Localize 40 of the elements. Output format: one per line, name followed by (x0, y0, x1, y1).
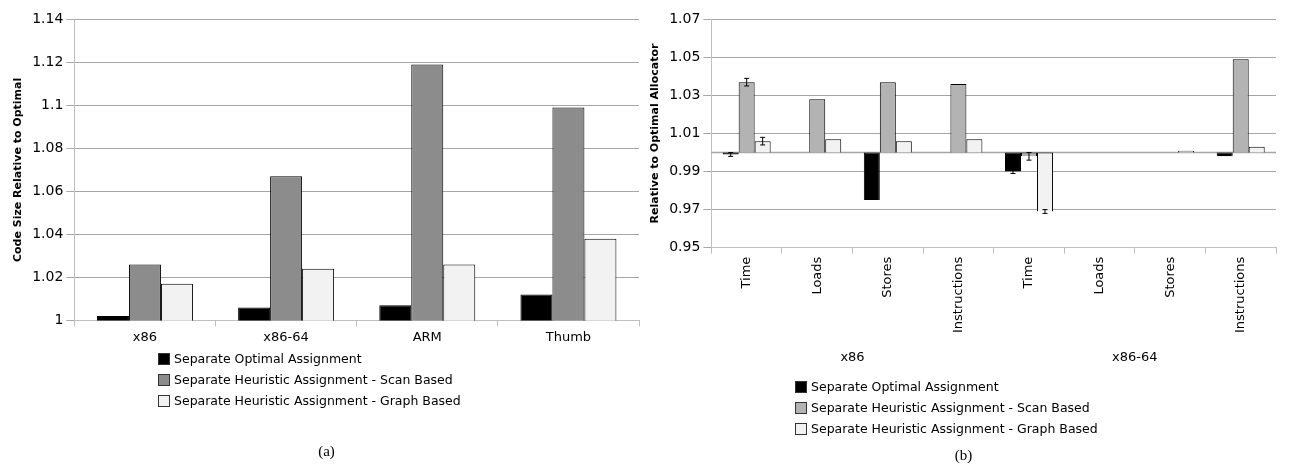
legend-label: Separate Heuristic Assignment - Graph Based (811, 420, 1098, 438)
x-tick-label: Instructions (949, 256, 965, 334)
y-tick-label: 1.01 (669, 124, 701, 141)
y-tick-label: 0.95 (669, 238, 701, 255)
text: x86 (840, 349, 865, 365)
y-tick-label: 1.07 (669, 10, 701, 27)
x-tick-label: Loads (1090, 256, 1106, 295)
x-tick-label: Instructions (1232, 256, 1248, 334)
y-tick-label: 1.08 (32, 139, 64, 156)
legend-label: Separate Heuristic Assignment - Scan Based (174, 371, 453, 389)
y-tick-label: 1.03 (669, 86, 701, 103)
y-tick-label: 1.1 (41, 96, 64, 113)
x-tick-label: Loads (808, 256, 824, 295)
y-tick-label: 1.05 (669, 48, 701, 65)
y-tick-label: 0.97 (669, 200, 701, 217)
text: x86-64 (1112, 349, 1158, 365)
x-tick-label: Stores (1161, 256, 1177, 298)
y-tick-label: 1.12 (32, 53, 64, 70)
text: (b) (953, 447, 974, 464)
x-tick-label: Time (738, 256, 754, 290)
legend-label: Separate Optimal Assignment (811, 378, 999, 396)
x-tick-label: Stores (879, 256, 895, 298)
y-axis-title: Relative to Optimal Allocator (648, 43, 662, 224)
x-tick-label: x86-64 (263, 328, 309, 344)
bar (863, 152, 880, 201)
y-tick-label: 1.14 (32, 10, 64, 27)
y-tick-label: 1.04 (32, 225, 64, 242)
y-tick-label: 1.02 (32, 268, 64, 285)
legend-label: Separate Heuristic Assignment - Scan Based (811, 399, 1090, 417)
y-tick-label: 0.99 (669, 162, 701, 179)
y-tick-label: 1 (54, 311, 64, 328)
x-tick-label: Thumb (544, 328, 592, 344)
legend-label: Separate Optimal Assignment (174, 350, 362, 368)
legend-label: Separate Heuristic Assignment - Graph Based (174, 392, 461, 410)
y-axis-title: Code Size Relative to Optimal (11, 77, 25, 263)
x-tick-label: x86 (132, 328, 158, 344)
text: (a) (317, 443, 336, 460)
x-tick-label: ARM (412, 328, 442, 344)
y-tick-label: 1.06 (32, 182, 64, 199)
x-tick-label: Time (1020, 256, 1036, 290)
